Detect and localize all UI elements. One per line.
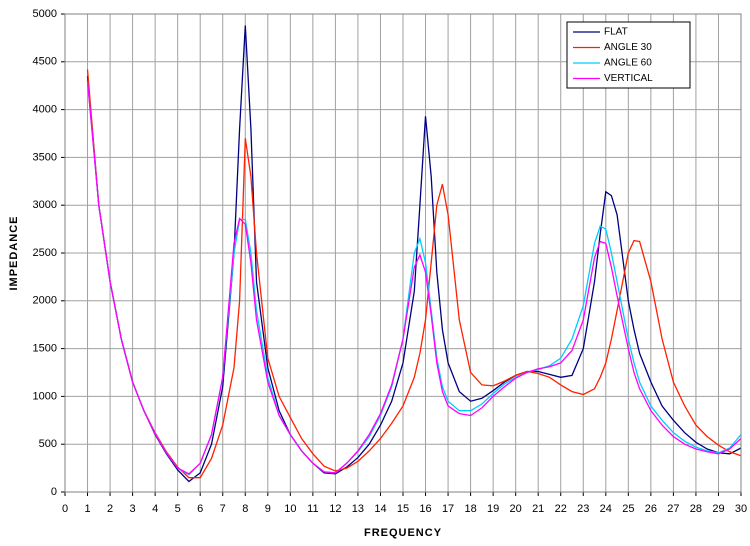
- y-tick-label: 3500: [33, 151, 57, 163]
- x-tick-label: 14: [374, 503, 386, 515]
- y-tick-label: 0: [51, 486, 57, 498]
- x-tick-label: 8: [242, 503, 248, 515]
- x-tick-label: 12: [329, 503, 341, 515]
- legend-label: VERTICAL: [604, 73, 653, 84]
- x-tick-label: 6: [197, 503, 203, 515]
- x-tick-label: 3: [130, 503, 136, 515]
- y-tick-label: 5000: [33, 8, 57, 20]
- x-tick-label: 10: [284, 503, 296, 515]
- y-tick-label: 1500: [33, 343, 57, 355]
- x-tick-label: 21: [532, 503, 544, 515]
- legend-box: [566, 21, 691, 89]
- x-tick-label: 20: [510, 503, 522, 515]
- x-tick-label: 13: [352, 503, 364, 515]
- y-tick-label: 3000: [33, 199, 57, 211]
- x-tick-label: 4: [152, 503, 158, 515]
- y-tick-label: 4500: [33, 56, 57, 68]
- x-tick-label: 11: [307, 503, 318, 515]
- x-tick-label: 2: [107, 503, 113, 515]
- x-tick-label: 9: [265, 503, 271, 515]
- series-line: [86, 25, 742, 483]
- x-tick-label: 16: [419, 503, 431, 515]
- x-tick-label: 7: [220, 503, 226, 515]
- y-axis-title: IMPEDANCE: [8, 215, 20, 290]
- legend-label: FLAT: [604, 27, 628, 38]
- x-tick-label: 28: [690, 503, 702, 515]
- x-axis-title: FREQUENCY: [364, 527, 442, 539]
- legend-label: ANGLE 60: [604, 58, 652, 69]
- x-tick-label: 19: [487, 503, 499, 515]
- series-line: [86, 80, 742, 475]
- x-tick-label: 27: [667, 503, 679, 515]
- x-tick-label: 24: [600, 503, 612, 515]
- x-tick-label: 15: [397, 503, 409, 515]
- x-tick-label: 26: [645, 503, 657, 515]
- y-tick-label: 2500: [33, 247, 57, 259]
- y-tick-label: 1000: [33, 390, 57, 402]
- y-tick-label: 4000: [33, 104, 57, 116]
- x-tick-label: 25: [622, 503, 634, 515]
- x-tick-label: 5: [175, 503, 181, 515]
- y-tick-label: 500: [39, 438, 57, 450]
- x-tick-label: 22: [555, 503, 567, 515]
- x-tick-label: 1: [84, 503, 90, 515]
- plot-border: [64, 13, 742, 493]
- x-tick-label: 30: [735, 503, 747, 515]
- x-tick-label: 29: [712, 503, 724, 515]
- x-tick-label: 17: [442, 503, 454, 515]
- legend-label: ANGLE 30: [604, 42, 652, 53]
- x-tick-label: 0: [62, 503, 68, 515]
- x-tick-label: 23: [577, 503, 589, 515]
- series-line: [86, 69, 742, 479]
- x-tick-label: 18: [464, 503, 476, 515]
- y-tick-label: 2000: [33, 295, 57, 307]
